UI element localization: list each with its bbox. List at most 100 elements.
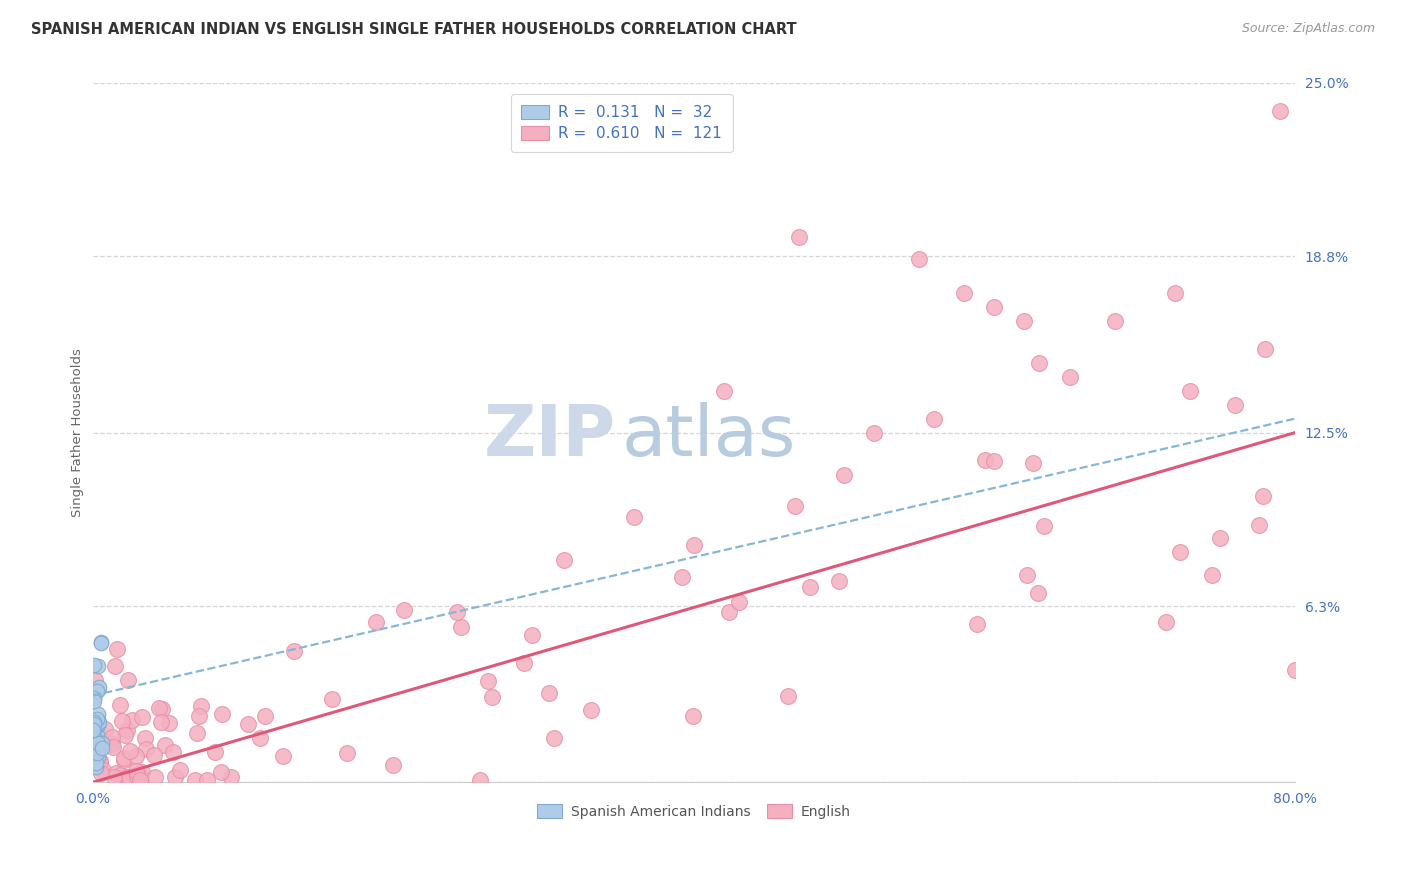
Point — [89, 681, 111, 695]
Point — [105, 765, 128, 780]
Point — [86, 728, 108, 742]
Point — [728, 595, 751, 609]
Point — [450, 620, 472, 634]
Point — [115, 723, 138, 737]
Point — [101, 737, 124, 751]
Point — [94, 722, 117, 736]
Point — [101, 740, 124, 755]
Point — [89, 715, 111, 730]
Point — [169, 763, 191, 777]
Point — [953, 285, 976, 300]
Point — [108, 768, 131, 782]
Point — [579, 703, 602, 717]
Point — [283, 644, 305, 658]
Point — [110, 714, 132, 729]
Point — [983, 453, 1005, 467]
Point — [125, 767, 148, 781]
Point — [84, 717, 107, 731]
Point — [553, 553, 575, 567]
Point — [83, 737, 105, 751]
Point — [908, 252, 931, 267]
Point — [115, 770, 138, 784]
Point — [1284, 664, 1306, 678]
Point — [131, 765, 153, 780]
Point — [118, 770, 141, 784]
Point — [87, 706, 110, 721]
Point — [671, 570, 693, 584]
Point — [1168, 545, 1191, 559]
Point — [382, 758, 405, 772]
Point — [112, 753, 135, 767]
Point — [983, 300, 1005, 314]
Point — [1268, 103, 1291, 118]
Point — [127, 767, 149, 781]
Point — [623, 509, 645, 524]
Point — [1251, 489, 1274, 503]
Point — [87, 718, 110, 732]
Point — [190, 699, 212, 714]
Point — [1015, 568, 1038, 582]
Point — [83, 714, 105, 729]
Point — [87, 741, 110, 756]
Point — [778, 689, 800, 703]
Point — [127, 770, 149, 784]
Point — [86, 714, 108, 729]
Point — [477, 673, 499, 688]
Point — [86, 683, 108, 698]
Point — [83, 657, 105, 672]
Point — [249, 731, 271, 746]
Point — [1026, 585, 1049, 599]
Point — [1178, 384, 1201, 398]
Point — [121, 713, 143, 727]
Text: SPANISH AMERICAN INDIAN VS ENGLISH SINGLE FATHER HOUSEHOLDS CORRELATION CHART: SPANISH AMERICAN INDIAN VS ENGLISH SINGL… — [31, 22, 797, 37]
Point — [150, 702, 173, 716]
Point — [204, 746, 226, 760]
Legend: Spanish American Indians, English: Spanish American Indians, English — [531, 799, 856, 824]
Text: atlas: atlas — [621, 401, 796, 471]
Point — [863, 425, 886, 440]
Point — [254, 709, 277, 723]
Point — [82, 718, 104, 732]
Point — [84, 723, 107, 737]
Point — [86, 738, 108, 752]
Point — [271, 748, 294, 763]
Point — [117, 673, 139, 687]
Point — [104, 659, 127, 673]
Point — [682, 537, 704, 551]
Point — [966, 616, 988, 631]
Point — [87, 750, 110, 764]
Point — [143, 770, 166, 784]
Point — [446, 605, 468, 619]
Point — [108, 698, 131, 712]
Point — [125, 770, 148, 784]
Point — [131, 770, 153, 784]
Point — [148, 700, 170, 714]
Point — [922, 411, 945, 425]
Point — [83, 673, 105, 688]
Point — [537, 685, 560, 699]
Point — [787, 229, 810, 244]
Point — [682, 709, 704, 723]
Point — [128, 772, 150, 787]
Point — [143, 747, 166, 762]
Point — [481, 690, 503, 704]
Point — [973, 452, 995, 467]
Point — [1104, 314, 1126, 328]
Point — [87, 659, 110, 673]
Point — [785, 499, 807, 513]
Point — [131, 710, 153, 724]
Point — [101, 730, 124, 744]
Point — [1156, 615, 1178, 629]
Point — [1022, 457, 1045, 471]
Point — [87, 681, 110, 696]
Point — [86, 747, 108, 761]
Point — [134, 731, 156, 745]
Point — [832, 467, 855, 482]
Point — [157, 715, 180, 730]
Point — [89, 754, 111, 768]
Point — [150, 714, 173, 729]
Point — [236, 716, 259, 731]
Point — [86, 712, 108, 726]
Point — [827, 574, 849, 588]
Point — [112, 751, 135, 765]
